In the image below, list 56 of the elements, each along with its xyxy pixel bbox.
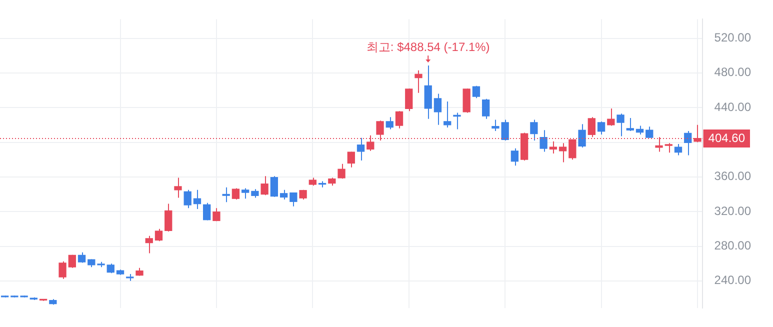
y-tick-label: 440.00 (714, 100, 752, 114)
candlestick (347, 151, 355, 168)
candlestick (597, 120, 606, 135)
candlestick (414, 70, 422, 94)
candlestick (260, 176, 268, 196)
candlestick (164, 203, 172, 232)
candlestick (588, 116, 596, 138)
candlestick (674, 144, 682, 156)
candlestick (154, 228, 163, 242)
candlestick (222, 186, 230, 203)
candlestick (145, 235, 153, 254)
y-tick-label: 280.00 (714, 238, 752, 253)
candlestick (203, 202, 211, 221)
ref-line-label: 404.60 (708, 130, 746, 145)
candlestick (212, 208, 220, 222)
candlestick (241, 188, 250, 200)
candlestick (193, 189, 202, 210)
candlestick (184, 189, 192, 209)
candlestick (356, 137, 365, 161)
candlestick (472, 85, 480, 99)
y-tick-label: 240.00 (714, 273, 752, 288)
candlestick (395, 110, 404, 129)
candlestick (549, 140, 558, 154)
y-tick-label: 480.00 (714, 65, 752, 80)
candlestick (270, 176, 278, 198)
candlestick (290, 192, 298, 207)
candlestick (405, 88, 413, 112)
candlestick (607, 108, 615, 126)
candlestick (482, 98, 490, 120)
y-tick-label: 360.00 (714, 169, 752, 184)
candlestick (684, 130, 692, 156)
y-tick-label: 320.00 (714, 204, 752, 218)
annotation: 최고: $488.54 (-17.1%) (366, 40, 490, 54)
candlestick (232, 188, 240, 200)
candlestick (664, 142, 672, 154)
candlestick (646, 126, 654, 138)
candlestick (510, 148, 519, 166)
candlestick (462, 88, 470, 114)
y-tick-label: 520.00 (714, 30, 752, 45)
candlestick (444, 101, 452, 128)
candlestick (578, 124, 586, 148)
candlestick (338, 163, 346, 180)
candlestick (174, 177, 182, 198)
candlestick (106, 263, 114, 274)
candlestick (68, 254, 76, 268)
candlestick (280, 189, 288, 200)
candlestick (58, 260, 66, 280)
candlestick (434, 93, 442, 126)
candlestick (453, 112, 461, 130)
candlestick (540, 130, 548, 152)
candlestick (530, 119, 538, 142)
candlestick (558, 142, 567, 163)
candlestick (616, 113, 624, 137)
candlestick (386, 116, 394, 130)
candlestick (424, 65, 432, 120)
candlestick (626, 118, 634, 132)
